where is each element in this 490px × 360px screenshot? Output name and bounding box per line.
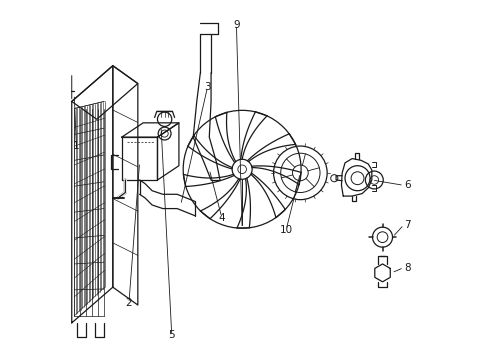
Text: 7: 7 (404, 220, 411, 230)
Text: 4: 4 (219, 212, 225, 222)
Text: 6: 6 (404, 180, 411, 190)
Text: 8: 8 (404, 262, 411, 273)
Text: 2: 2 (125, 298, 132, 308)
Text: 9: 9 (233, 19, 240, 30)
Text: 1: 1 (73, 141, 80, 151)
Text: 3: 3 (204, 82, 211, 92)
Text: 10: 10 (279, 225, 293, 235)
Text: 5: 5 (169, 330, 175, 341)
